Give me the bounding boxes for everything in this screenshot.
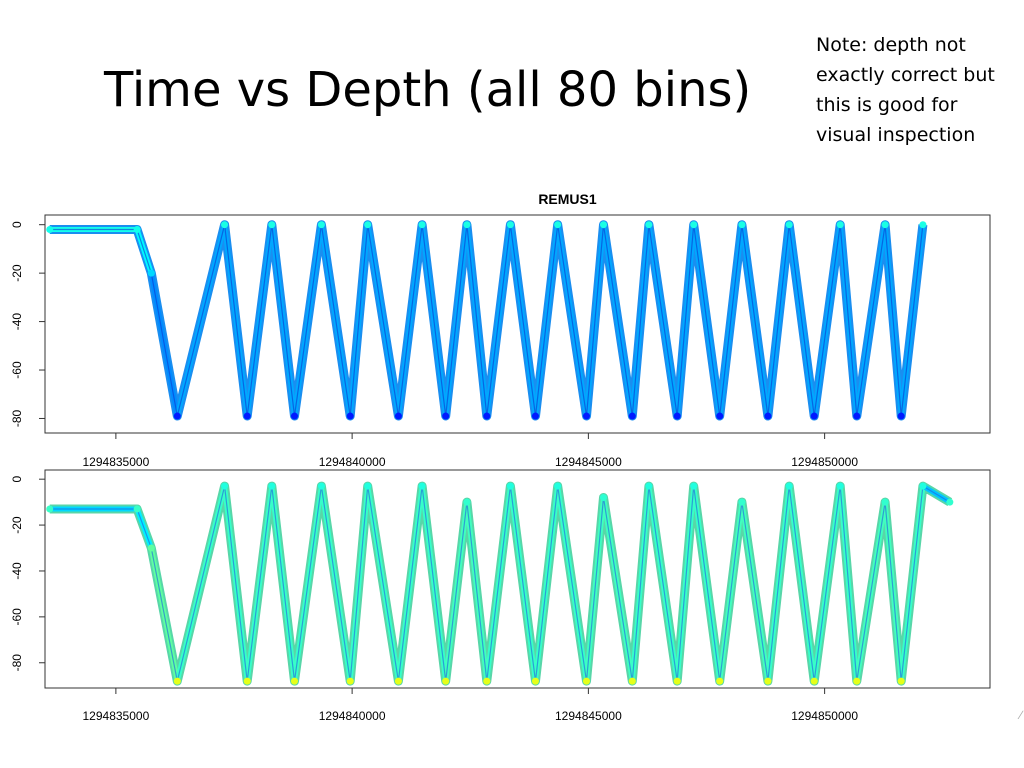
data-point [506,482,514,490]
data-point [243,677,251,685]
y-tick-label: 0 [10,476,24,483]
data-layer [46,481,954,686]
data-point [645,482,653,490]
data-point [690,221,698,229]
x-tick-label: 1294845000 [555,455,622,469]
data-point [764,412,772,420]
data-point [463,498,471,506]
data-point [483,677,491,685]
data-point [919,482,927,490]
plot-frame [44,469,991,689]
data-point [881,498,889,506]
data-point [147,269,155,277]
data-point [764,677,772,685]
data-point [290,677,298,685]
data-point [394,412,402,420]
data-point [46,226,54,234]
data-point [317,482,325,490]
data-point [554,221,562,229]
note-text: Note: depth not exactly correct but this… [816,34,995,146]
data-point [897,412,905,420]
data-point [946,498,954,506]
data-point [346,412,354,420]
data-point [897,677,905,685]
data-point [531,412,539,420]
data-point [418,482,426,490]
data-point [716,412,724,420]
data-point [673,412,681,420]
y-tick-label: -60 [10,608,24,626]
x-tick-label: 1294840000 [319,709,386,723]
y-tick-label: -20 [10,516,24,534]
data-point [221,221,229,229]
data-point [582,412,590,420]
data-point [394,677,402,685]
data-point [853,412,861,420]
data-point [810,677,818,685]
data-point [673,677,681,685]
data-point [785,482,793,490]
data-point [442,412,450,420]
data-point [147,544,155,552]
data-point [346,677,354,685]
data-point [628,412,636,420]
y-tick-label: -40 [10,562,24,580]
x-tick-label: 1294850000 [791,455,858,469]
x-tick-label: 1294845000 [555,709,622,723]
y-tick-label: -40 [10,313,24,331]
plot-frame [44,214,991,434]
data-point [738,221,746,229]
data-point [442,677,450,685]
chart-title: REMUS1 [538,191,597,207]
data-point [881,221,889,229]
data-point [599,221,607,229]
data-point [785,221,793,229]
slide-title: Time vs Depth (all 80 bins) [104,62,752,118]
x-tick-label: 1294835000 [83,709,150,723]
data-point [243,412,251,420]
data-point [364,221,372,229]
y-tick-label: 0 [10,221,24,228]
data-point [836,221,844,229]
data-point [716,677,724,685]
data-point [483,412,491,420]
y-tick-label: -60 [10,361,24,379]
data-point [628,677,636,685]
data-point [268,482,276,490]
data-layer [46,220,928,421]
data-point [919,221,927,229]
x-tick-label: 1294850000 [791,709,858,723]
data-point [690,482,698,490]
series-edge [49,485,951,682]
data-point [810,412,818,420]
data-point [531,677,539,685]
data-point [173,677,181,685]
resize-grip-icon: ∕ [1019,708,1022,722]
data-point [645,221,653,229]
data-point [221,482,229,490]
y-tick-label: -20 [10,264,24,282]
x-tick-label: 1294840000 [319,455,386,469]
data-point [554,482,562,490]
y-tick-label: -80 [10,654,24,672]
data-point [290,412,298,420]
data-point [463,221,471,229]
data-point [133,505,141,513]
data-point [173,412,181,420]
data-point [317,221,325,229]
data-point [418,221,426,229]
data-point [506,221,514,229]
data-point [599,494,607,502]
data-point [836,482,844,490]
data-point [364,482,372,490]
data-point [738,498,746,506]
x-tick-label: 1294835000 [83,455,150,469]
data-point [46,505,54,513]
data-point [853,677,861,685]
data-point [582,677,590,685]
data-point [268,221,276,229]
y-tick-label: -80 [10,409,24,427]
data-point [133,226,141,234]
